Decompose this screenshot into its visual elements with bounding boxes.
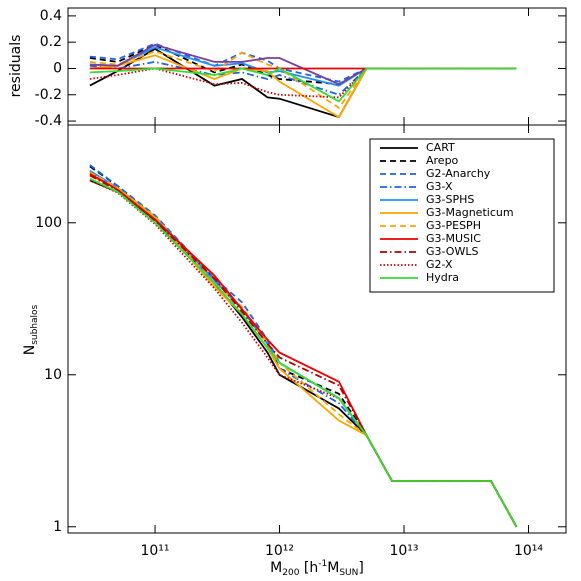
legend-label: G3-OWLS [426,245,478,258]
plot-area [89,42,517,119]
x-tick-label: 10¹² [265,543,294,559]
x-label-part: M [270,560,282,576]
plot-area [89,164,518,528]
x-label-part: -1 [318,559,327,569]
plot-frame [67,7,567,126]
series-line [89,177,518,528]
x-label-part: 200 [282,568,299,578]
legend-label: CART [426,141,455,154]
x-label-part: M [327,560,339,576]
x-tick-label: 10¹³ [389,543,418,559]
y-tick-label: 0.4 [40,8,62,24]
series-line [89,43,517,86]
series-line [89,179,518,528]
y-label-main: N [22,345,38,355]
legend-label: G3-PESPH [426,219,481,232]
plot-frame [67,124,567,534]
x-label-part: [h [299,560,318,576]
y-tick-label: 0.2 [40,34,62,50]
x-label-part: SUN [339,568,358,578]
y-label-sub: subhalos [30,304,40,344]
series-line [89,46,517,87]
x-tick-label: 10¹⁴ [514,543,543,559]
legend: CARTArepoG2-AnarchyG3-XG3-SPHSG3-Magneti… [369,138,555,293]
legend-label: G2-Anarchy [426,167,491,180]
y-axis-label: Nsubhalos [22,304,40,355]
legend-label: G3-X [426,180,453,193]
y-tick-label: 0 [53,60,62,76]
legend-label: Arepo [426,154,459,167]
x-label-part: ] [358,560,363,576]
series-line [89,60,517,96]
y-tick-label: -0.4 [35,113,62,129]
series-line [89,67,517,103]
x-axis-label: M200 [h-1MSUN] [270,559,364,578]
series-line [89,42,517,83]
legend-label: Hydra [426,271,459,284]
series-line [89,50,517,110]
legend-label: G3-Magneticum [426,206,514,219]
x-tick-label: 10¹¹ [140,543,169,559]
legend-label: G3-SPHS [426,193,474,206]
series-line [89,43,517,86]
legend-label: G2-X [426,258,453,271]
y-tick-label: 100 [35,215,62,231]
y-tick-label: 1 [53,519,62,535]
y-tick-label: 10 [44,367,62,383]
legend-label: G3-MUSIC [426,232,481,245]
series-line [89,54,517,119]
legend-box [369,138,555,293]
residual-axis-label: residuals [8,35,24,98]
y-tick-label: -0.2 [35,87,62,103]
